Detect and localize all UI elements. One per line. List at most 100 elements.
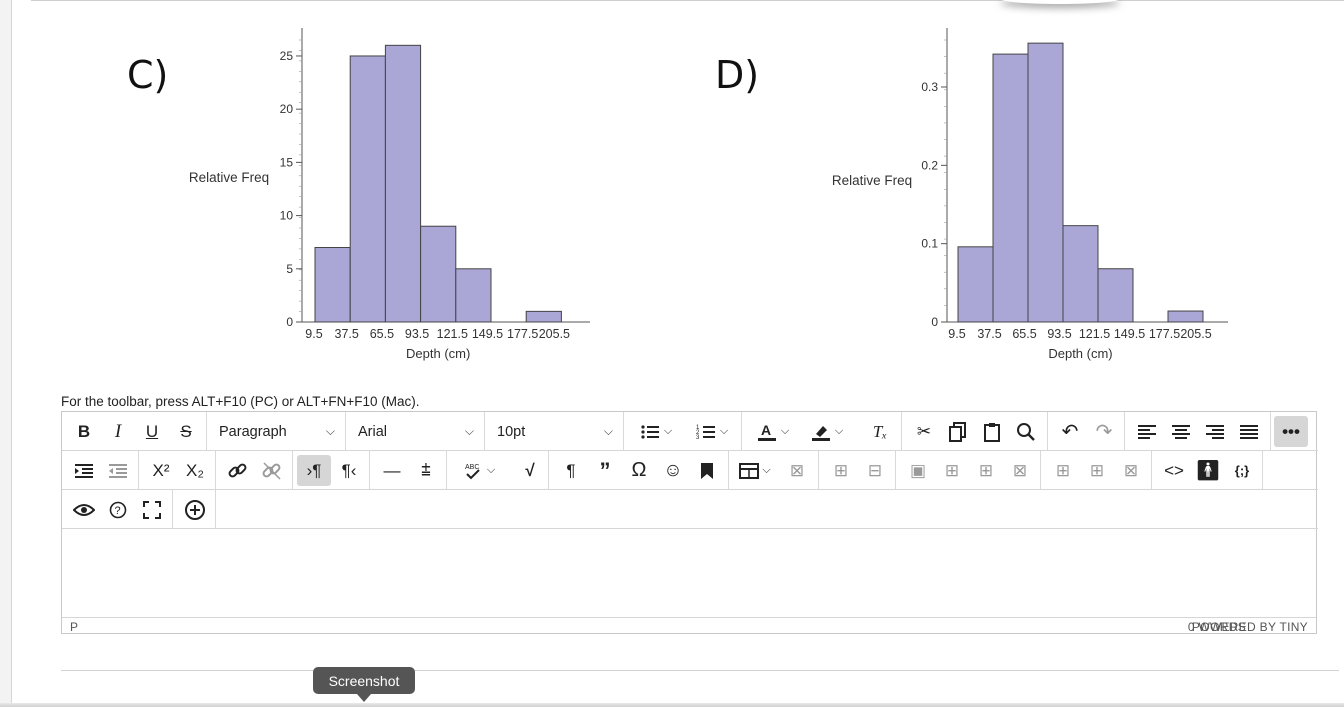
indent-button[interactable]	[68, 455, 100, 486]
delete-col-button[interactable]: ⊠	[1115, 455, 1147, 486]
align-center-button[interactable]	[1165, 416, 1197, 447]
table-row-props-button[interactable]: ⊞	[825, 455, 857, 486]
braces-icon: {;}	[1234, 463, 1250, 478]
table-row-icon: ⊞	[833, 460, 849, 480]
italic-button[interactable]: I	[102, 416, 134, 447]
y-tick-label: 25	[280, 49, 294, 63]
undo-button[interactable]: ↶	[1054, 416, 1086, 447]
rtl-button[interactable]: ¶‹	[333, 455, 365, 486]
subscript-button[interactable]: X₂	[179, 455, 211, 486]
table-button[interactable]: ⌵	[735, 455, 775, 486]
element-path[interactable]: P	[70, 620, 79, 634]
y-tick-label: 20	[280, 102, 294, 116]
bold-icon: B	[77, 421, 91, 441]
bullet-list-button[interactable]: ⌵	[630, 416, 682, 447]
justify-button[interactable]	[1233, 416, 1265, 447]
align-right-icon	[1206, 424, 1224, 439]
word-count[interactable]: 0 WORDS	[1187, 620, 1246, 634]
x-tick-label: 37.5	[335, 327, 359, 341]
ltr-button[interactable]: ›¶	[297, 455, 331, 486]
delete-row-button[interactable]: ⊠	[1004, 455, 1036, 486]
smiley-icon: ☺	[663, 459, 683, 481]
align-right-button[interactable]	[1199, 416, 1231, 447]
underline-icon: U	[145, 421, 159, 441]
math-group: √	[512, 451, 549, 489]
clear-formatting-button[interactable]: Tₓ	[864, 416, 896, 447]
accessibility-button[interactable]: 🚹︎	[1192, 455, 1224, 486]
highlight-color-button[interactable]: ⌵	[802, 416, 852, 447]
bold-button[interactable]: B	[68, 416, 100, 447]
table-insert-group: ▣ ⊞ ⊞ ⊠	[896, 451, 1041, 489]
table-cell-props-button[interactable]: ⊟	[859, 455, 891, 486]
merge-cells-button[interactable]: ▣	[902, 455, 934, 486]
outdent-button[interactable]	[102, 455, 134, 486]
more-button[interactable]: •••	[1274, 416, 1308, 447]
bookmark-button[interactable]	[691, 455, 723, 486]
math-button[interactable]: √	[514, 455, 546, 486]
add-content-button[interactable]	[179, 494, 211, 525]
font-family-select[interactable]: Arial ⌵	[346, 416, 484, 447]
fullscreen-icon	[143, 500, 161, 519]
superscript-button[interactable]: X²	[145, 455, 177, 486]
chevron-down-icon: ⌵	[719, 425, 729, 437]
underline-button[interactable]: U	[136, 416, 168, 447]
insert-col-after-button[interactable]: ⊞	[1081, 455, 1113, 486]
font-size-select[interactable]: 10pt ⌵	[485, 416, 623, 447]
y-tick-label: 5	[286, 262, 293, 276]
font-family-group: Arial ⌵	[346, 412, 485, 450]
block-format-select[interactable]: Paragraph ⌵	[207, 416, 345, 447]
insert-col-before-icon: ⊞	[1055, 460, 1071, 480]
align-left-button[interactable]	[1131, 416, 1163, 447]
x-tick-label: 65.5	[370, 327, 394, 341]
emoticons-button[interactable]: ☺	[657, 455, 689, 486]
copy-button[interactable]	[942, 416, 974, 447]
table-cell-icon: ⊟	[867, 460, 883, 480]
strikethrough-button[interactable]: S	[170, 416, 202, 447]
spellcheck-button[interactable]: ABC ⌵	[453, 455, 505, 486]
table-row-props-group: ⊞ ⊟	[819, 451, 896, 489]
alignment-group	[1125, 412, 1271, 450]
template-button[interactable]: {;}	[1226, 455, 1258, 486]
insert-row-after-button[interactable]: ⊞	[970, 455, 1002, 486]
font-family-value: Arial	[358, 423, 388, 440]
paste-button[interactable]	[976, 416, 1008, 447]
source-code-button[interactable]: <>	[1158, 455, 1190, 486]
redo-button[interactable]: ↷	[1088, 416, 1120, 447]
cut-button[interactable]: ✂	[908, 416, 940, 447]
align-left-icon	[1138, 424, 1156, 439]
insert-row-before-button[interactable]: ⊞	[936, 455, 968, 486]
screenshot-tooltip: Screenshot	[313, 667, 415, 694]
y-tick-label: 0.3	[921, 80, 938, 94]
preview-button[interactable]	[68, 494, 100, 525]
insert-col-before-button[interactable]: ⊞	[1047, 455, 1079, 486]
x-tick-label: 93.5	[1047, 327, 1071, 341]
font-size-group: 10pt ⌵	[485, 412, 624, 450]
nonbreaking-space-button[interactable]: ⩲	[410, 455, 442, 486]
svg-text:2: 2	[696, 430, 700, 436]
remove-link-button[interactable]	[256, 455, 288, 486]
blockquote-button[interactable]: ”	[589, 455, 621, 486]
horizontal-line-button[interactable]: —	[376, 455, 408, 486]
special-character-button[interactable]: Ω	[623, 455, 655, 486]
paragraph-button[interactable]: ¶	[555, 455, 587, 486]
chevron-down-icon: ⌵	[603, 424, 613, 438]
histogram-bar	[1167, 310, 1204, 323]
help-button[interactable]: ?	[102, 494, 134, 525]
insert-link-button[interactable]	[222, 455, 254, 486]
toolbar-hint: For the toolbar, press ALT+F10 (PC) or A…	[61, 394, 420, 409]
strikethrough-icon: S	[180, 421, 192, 441]
accessibility-icon: 🚹︎	[1195, 460, 1221, 482]
editor-content-area[interactable]	[62, 529, 1316, 617]
fullscreen-button[interactable]	[136, 494, 168, 525]
delete-table-button[interactable]: ⊠	[781, 455, 813, 486]
add-group	[173, 490, 216, 528]
y-axis-label: Relative Freq	[189, 170, 269, 185]
find-replace-button[interactable]	[1010, 416, 1042, 447]
histogram-bar	[1062, 225, 1099, 323]
svg-text:A: A	[761, 422, 771, 438]
ltr-icon: ›¶	[306, 460, 322, 480]
powered-by-link[interactable]: POWERED BY TINY	[1191, 620, 1308, 634]
text-color-button[interactable]: A ⌵	[748, 416, 798, 447]
rich-text-editor: B I U S Paragraph ⌵ Arial ⌵ 10pt ⌵	[61, 411, 1318, 634]
